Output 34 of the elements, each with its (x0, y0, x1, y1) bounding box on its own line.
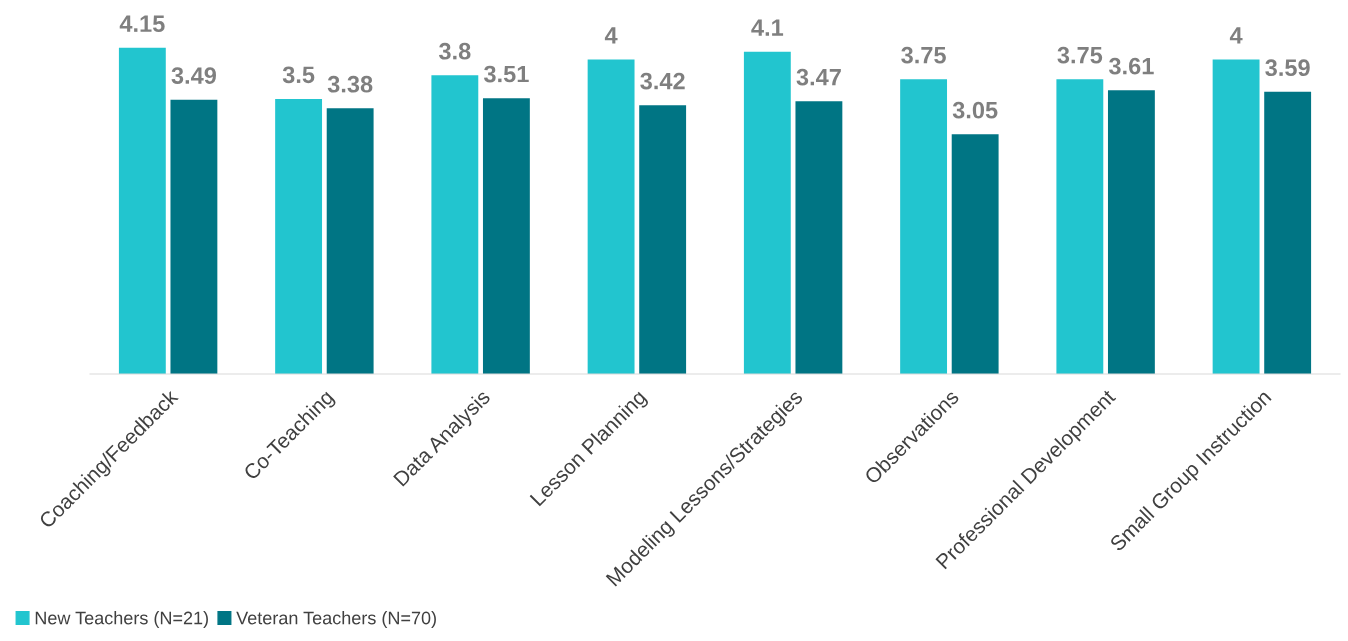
bar (431, 75, 479, 374)
bar (900, 79, 948, 374)
data-label: 3.75 (901, 46, 946, 64)
bar (275, 98, 323, 374)
data-label: 4 (1229, 27, 1243, 44)
data-label: 3.47 (796, 68, 841, 86)
bar (170, 99, 218, 374)
data-label: 3.42 (640, 72, 685, 90)
bar (482, 98, 530, 374)
data-label: 4.1 (751, 19, 784, 36)
bar (1264, 91, 1312, 374)
bar (951, 134, 999, 374)
data-label: 3.75 (1057, 46, 1103, 64)
legend-label: Veteran Teachers (N=70) (236, 611, 436, 628)
bar (743, 51, 791, 374)
data-label: 3.61 (1108, 57, 1154, 75)
bar (639, 105, 687, 374)
data-label: 3.51 (483, 65, 529, 83)
legend-label: New Teachers (N=21) (35, 611, 208, 628)
data-label: 4 (604, 27, 618, 44)
data-label: 3.49 (171, 67, 217, 84)
bar (587, 59, 635, 374)
bar (795, 101, 843, 374)
data-label: 3.59 (1265, 59, 1310, 77)
data-label: 4.15 (119, 15, 165, 33)
data-label: 3.05 (952, 101, 998, 119)
bar (326, 108, 374, 374)
data-label: 3.38 (327, 75, 373, 93)
bar (118, 47, 166, 374)
bar (1212, 59, 1260, 374)
bar (1056, 79, 1104, 374)
bar (1107, 90, 1155, 374)
data-label: 3.8 (438, 42, 471, 60)
data-label: 3.5 (282, 66, 315, 84)
